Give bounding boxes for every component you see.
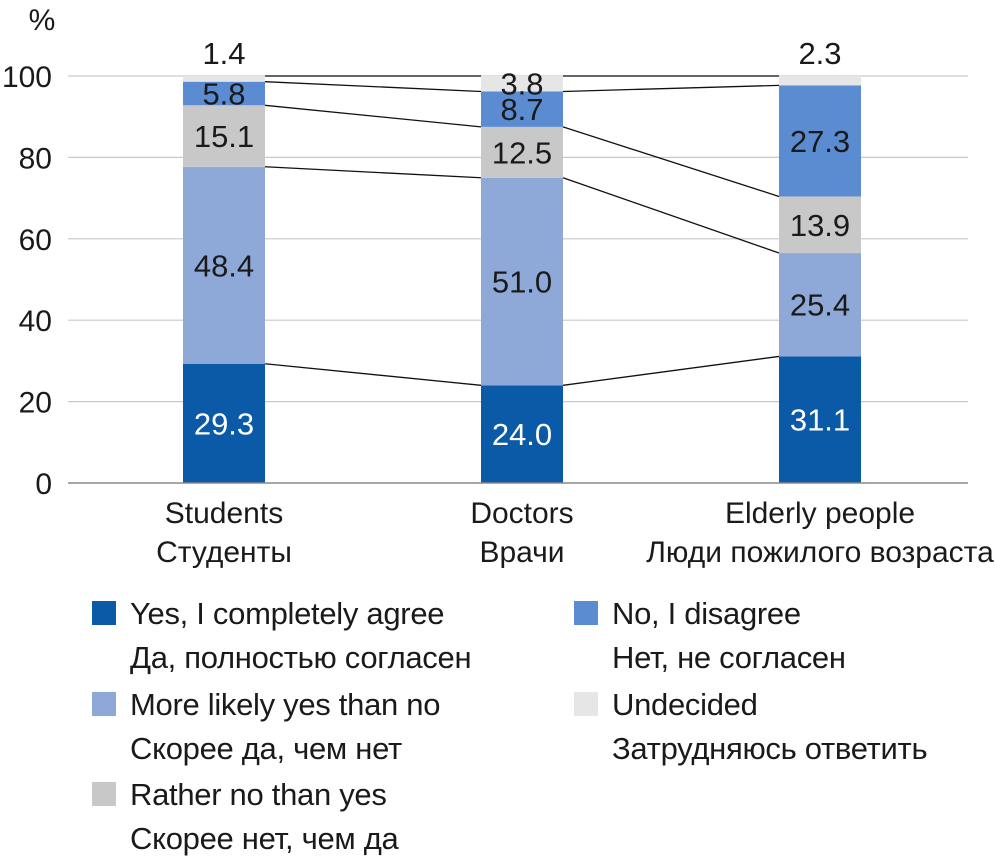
bar-segment-1-3 (481, 91, 563, 127)
x-category-label-ru-2: Люди пожилого возраста (646, 536, 994, 569)
data-label-2-4: 2.3 (798, 36, 841, 71)
bar-segment-0-1 (183, 166, 265, 364)
y-axis-unit-label: % (29, 4, 56, 37)
y-tick-label-0: 0 (35, 468, 52, 501)
data-label-0-0: 29.3 (194, 406, 254, 441)
data-label-2-0: 31.1 (790, 403, 850, 438)
y-tick-label-100: 100 (2, 61, 52, 94)
bar-segment-2-2 (779, 196, 861, 254)
bar-segment-0-2 (183, 105, 265, 167)
connector-line-1-0 (562, 355, 780, 386)
x-category-label-en-0: Students (165, 497, 283, 530)
bar-segment-2-0 (779, 356, 861, 483)
data-label-1-0: 24.0 (492, 417, 552, 452)
y-tick-label-60: 60 (19, 224, 52, 257)
data-label-0-4: 1.4 (202, 36, 245, 71)
data-label-2-1: 25.4 (790, 288, 850, 323)
bar-segment-0-0 (183, 363, 265, 483)
x-category-label-en-2: Elderly people (725, 497, 915, 530)
data-label-1-1: 51.0 (492, 265, 552, 300)
bar-segment-2-1 (779, 253, 861, 357)
connector-line-1-1 (562, 177, 780, 254)
bar-segment-1-0 (481, 385, 563, 483)
data-label-2-2: 13.9 (790, 208, 850, 243)
x-category-label-en-1: Doctors (470, 497, 573, 530)
connector-line-0-2 (264, 104, 482, 128)
connector-line-1-3 (562, 84, 780, 93)
bar-segment-2-4 (779, 76, 861, 86)
x-category-label-ru-1: Врачи (479, 536, 564, 569)
data-label-0-3: 5.8 (202, 77, 245, 112)
connector-line-0-0 (264, 363, 482, 386)
bar-segment-0-3 (183, 81, 265, 106)
bar-segment-1-4 (481, 76, 563, 92)
data-label-0-1: 48.4 (194, 248, 254, 283)
connector-line-1-2 (562, 126, 780, 198)
y-tick-label-80: 80 (19, 142, 52, 175)
data-label-2-3: 27.3 (790, 124, 850, 159)
data-label-0-2: 15.1 (194, 119, 254, 154)
y-tick-label-20: 20 (19, 387, 52, 420)
y-tick-label-40: 40 (19, 305, 52, 338)
data-label-1-3: 8.7 (500, 92, 543, 127)
bar-segment-1-2 (481, 126, 563, 178)
connector-line-0-3 (264, 81, 482, 93)
data-label-1-2: 12.5 (492, 135, 552, 170)
x-category-label-ru-0: Студенты (156, 536, 292, 569)
data-label-1-4: 3.8 (500, 67, 543, 102)
bar-segment-2-3 (779, 85, 861, 197)
bar-segment-1-1 (481, 177, 563, 386)
bar-segment-0-4 (183, 76, 265, 82)
connector-line-0-1 (264, 166, 482, 179)
